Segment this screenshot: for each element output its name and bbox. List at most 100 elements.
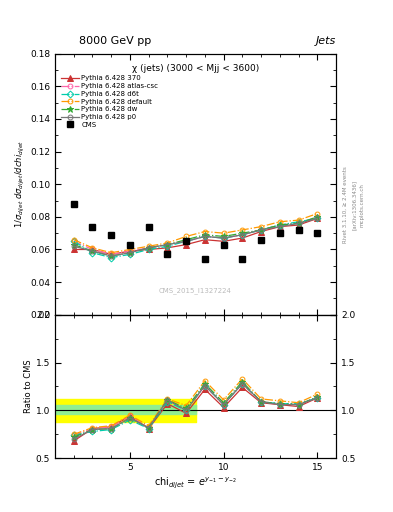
Pythia 6.428 atlas-csc — [72, 238, 76, 244]
Pythia 6.428 atlas-csc — [259, 227, 263, 233]
Pythia 6.428 p0 — [184, 238, 189, 244]
CMS — [277, 230, 282, 236]
Pythia 6.428 p0 — [72, 243, 76, 249]
Line: Pythia 6.428 370: Pythia 6.428 370 — [71, 216, 320, 257]
Pythia 6.428 default — [296, 217, 301, 223]
Pythia 6.428 atlas-csc — [165, 242, 170, 248]
Pythia 6.428 d6t — [221, 235, 226, 241]
Pythia 6.428 370 — [72, 246, 76, 252]
Pythia 6.428 370 — [184, 242, 189, 248]
Pythia 6.428 atlas-csc — [315, 214, 320, 220]
Pythia 6.428 370 — [165, 245, 170, 251]
CMS — [184, 238, 189, 244]
CMS — [202, 256, 207, 262]
Pythia 6.428 d6t — [72, 238, 76, 244]
Pythia 6.428 p0 — [109, 253, 114, 259]
CMS — [72, 201, 76, 207]
Pythia 6.428 default — [315, 210, 320, 217]
Pythia 6.428 atlas-csc — [221, 235, 226, 241]
Pythia 6.428 p0 — [165, 242, 170, 248]
CMS — [315, 230, 320, 236]
Line: Pythia 6.428 atlas-csc: Pythia 6.428 atlas-csc — [71, 215, 320, 257]
Pythia 6.428 default — [184, 233, 189, 240]
CMS — [240, 256, 245, 262]
Pythia 6.428 p0 — [221, 235, 226, 241]
Pythia 6.428 atlas-csc — [146, 245, 151, 251]
Line: Pythia 6.428 p0: Pythia 6.428 p0 — [71, 216, 320, 259]
Pythia 6.428 default — [109, 250, 114, 256]
Pythia 6.428 dw — [184, 237, 189, 243]
Pythia 6.428 default — [259, 224, 263, 230]
Pythia 6.428 p0 — [146, 245, 151, 251]
Pythia 6.428 dw — [277, 222, 282, 228]
Pythia 6.428 dw — [165, 242, 170, 248]
Pythia 6.428 default — [202, 228, 207, 234]
Pythia 6.428 atlas-csc — [240, 232, 245, 238]
Pythia 6.428 dw — [90, 248, 95, 254]
Pythia 6.428 dw — [202, 232, 207, 238]
Pythia 6.428 370 — [315, 216, 320, 222]
Pythia 6.428 d6t — [296, 219, 301, 225]
Pythia 6.428 370 — [259, 228, 263, 234]
Pythia 6.428 d6t — [259, 227, 263, 233]
Pythia 6.428 d6t — [165, 243, 170, 249]
Pythia 6.428 atlas-csc — [296, 220, 301, 226]
Pythia 6.428 atlas-csc — [90, 246, 95, 252]
Text: Jets: Jets — [316, 36, 336, 46]
Line: Pythia 6.428 dw: Pythia 6.428 dw — [70, 214, 321, 260]
Pythia 6.428 370 — [146, 246, 151, 252]
CMS — [165, 251, 170, 258]
Legend: Pythia 6.428 370, Pythia 6.428 atlas-csc, Pythia 6.428 d6t, Pythia 6.428 default: Pythia 6.428 370, Pythia 6.428 atlas-csc… — [61, 75, 158, 128]
CMS — [296, 227, 301, 233]
Pythia 6.428 d6t — [90, 250, 95, 256]
Text: CMS_2015_I1327224: CMS_2015_I1327224 — [159, 287, 232, 294]
Pythia 6.428 p0 — [277, 224, 282, 230]
Pythia 6.428 atlas-csc — [109, 251, 114, 258]
Text: χ (jets) (3000 < Mjj < 3600): χ (jets) (3000 < Mjj < 3600) — [132, 64, 259, 73]
Pythia 6.428 p0 — [202, 233, 207, 240]
Line: Pythia 6.428 d6t: Pythia 6.428 d6t — [71, 216, 320, 260]
Pythia 6.428 d6t — [184, 238, 189, 244]
CMS — [128, 242, 132, 248]
Y-axis label: Ratio to CMS: Ratio to CMS — [24, 359, 33, 413]
Pythia 6.428 d6t — [240, 232, 245, 238]
Line: CMS: CMS — [71, 201, 320, 262]
Pythia 6.428 atlas-csc — [184, 238, 189, 244]
Pythia 6.428 370 — [277, 224, 282, 230]
Pythia 6.428 dw — [259, 227, 263, 233]
Text: mcplots.cern.ch: mcplots.cern.ch — [360, 183, 365, 227]
Y-axis label: $1/\sigma_{dijet}$ $d\sigma_{dijet}/dchi_{dijet}$: $1/\sigma_{dijet}$ $d\sigma_{dijet}/dchi… — [14, 140, 27, 228]
Pythia 6.428 d6t — [277, 222, 282, 228]
Pythia 6.428 p0 — [90, 248, 95, 254]
CMS — [90, 224, 95, 230]
Pythia 6.428 370 — [202, 237, 207, 243]
Pythia 6.428 dw — [221, 233, 226, 240]
Pythia 6.428 p0 — [128, 250, 132, 256]
Pythia 6.428 default — [165, 240, 170, 246]
Pythia 6.428 d6t — [109, 254, 114, 261]
Pythia 6.428 default — [146, 243, 151, 249]
Pythia 6.428 d6t — [315, 216, 320, 222]
Pythia 6.428 370 — [240, 235, 245, 241]
Pythia 6.428 default — [72, 237, 76, 243]
Pythia 6.428 default — [90, 245, 95, 251]
Pythia 6.428 atlas-csc — [277, 222, 282, 228]
Pythia 6.428 d6t — [146, 246, 151, 252]
Pythia 6.428 dw — [315, 214, 320, 220]
X-axis label: chi$_{dijet}$ = $e^{y_{-1}-y_{-2}}$: chi$_{dijet}$ = $e^{y_{-1}-y_{-2}}$ — [154, 475, 237, 489]
Pythia 6.428 default — [221, 230, 226, 236]
Pythia 6.428 d6t — [202, 233, 207, 240]
Pythia 6.428 dw — [128, 250, 132, 256]
Text: [arXiv:1306.3436]: [arXiv:1306.3436] — [352, 180, 357, 230]
Pythia 6.428 dw — [72, 242, 76, 248]
Pythia 6.428 p0 — [240, 232, 245, 238]
Pythia 6.428 dw — [240, 230, 245, 236]
CMS — [109, 232, 114, 238]
Text: Rivet 3.1.10, ≥ 2.4M events: Rivet 3.1.10, ≥ 2.4M events — [343, 166, 348, 243]
Pythia 6.428 p0 — [296, 220, 301, 226]
Pythia 6.428 dw — [146, 245, 151, 251]
Pythia 6.428 370 — [109, 251, 114, 258]
Pythia 6.428 370 — [221, 238, 226, 244]
Pythia 6.428 370 — [128, 248, 132, 254]
Pythia 6.428 default — [240, 227, 245, 233]
